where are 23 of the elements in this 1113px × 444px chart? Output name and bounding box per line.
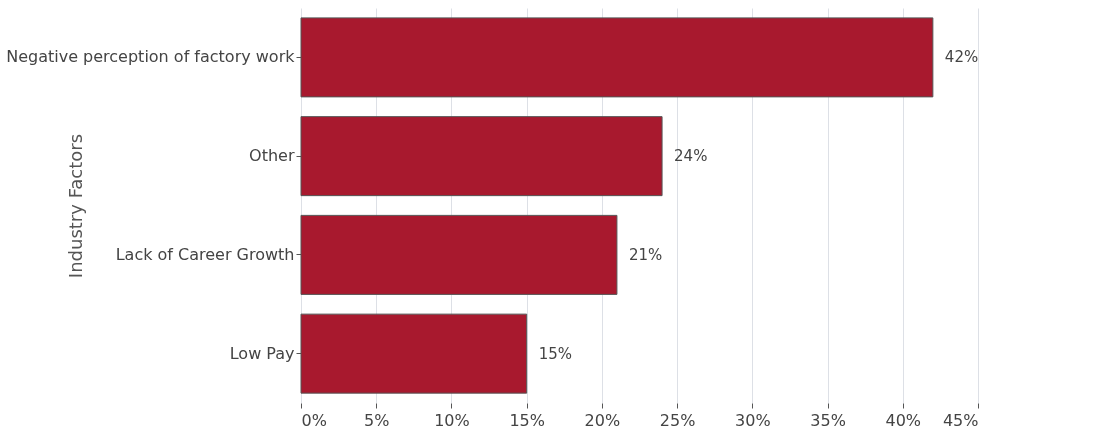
x-tick-label: 40% [885,410,922,430]
x-tick-label: 10% [434,410,470,430]
y-tick-label: Negative perception of factory work [6,47,296,67]
x-tick-label: 20% [584,410,621,430]
bar [300,214,618,295]
x-tick-label: 35% [810,410,846,430]
x-tick-label: 5% [364,410,390,430]
bar [300,313,528,394]
data-label: 15% [538,344,573,363]
x-tick-label: 30% [735,410,771,430]
x-tick-label: 0% [301,410,327,430]
y-tick-label: Other [249,146,295,166]
bar [300,116,663,197]
data-label: 24% [674,147,708,166]
bar [300,17,934,98]
data-label: 42% [944,48,979,67]
x-tick-label: 45% [942,410,979,430]
y-axis-title: Industry Factors [64,133,86,279]
y-tick-label: Lack of Career Growth [115,244,295,264]
x-tick-label: 25% [659,410,696,430]
data-label: 21% [628,245,663,264]
y-tick-label: Low Pay [229,343,295,363]
x-tick-label: 15% [509,410,545,430]
